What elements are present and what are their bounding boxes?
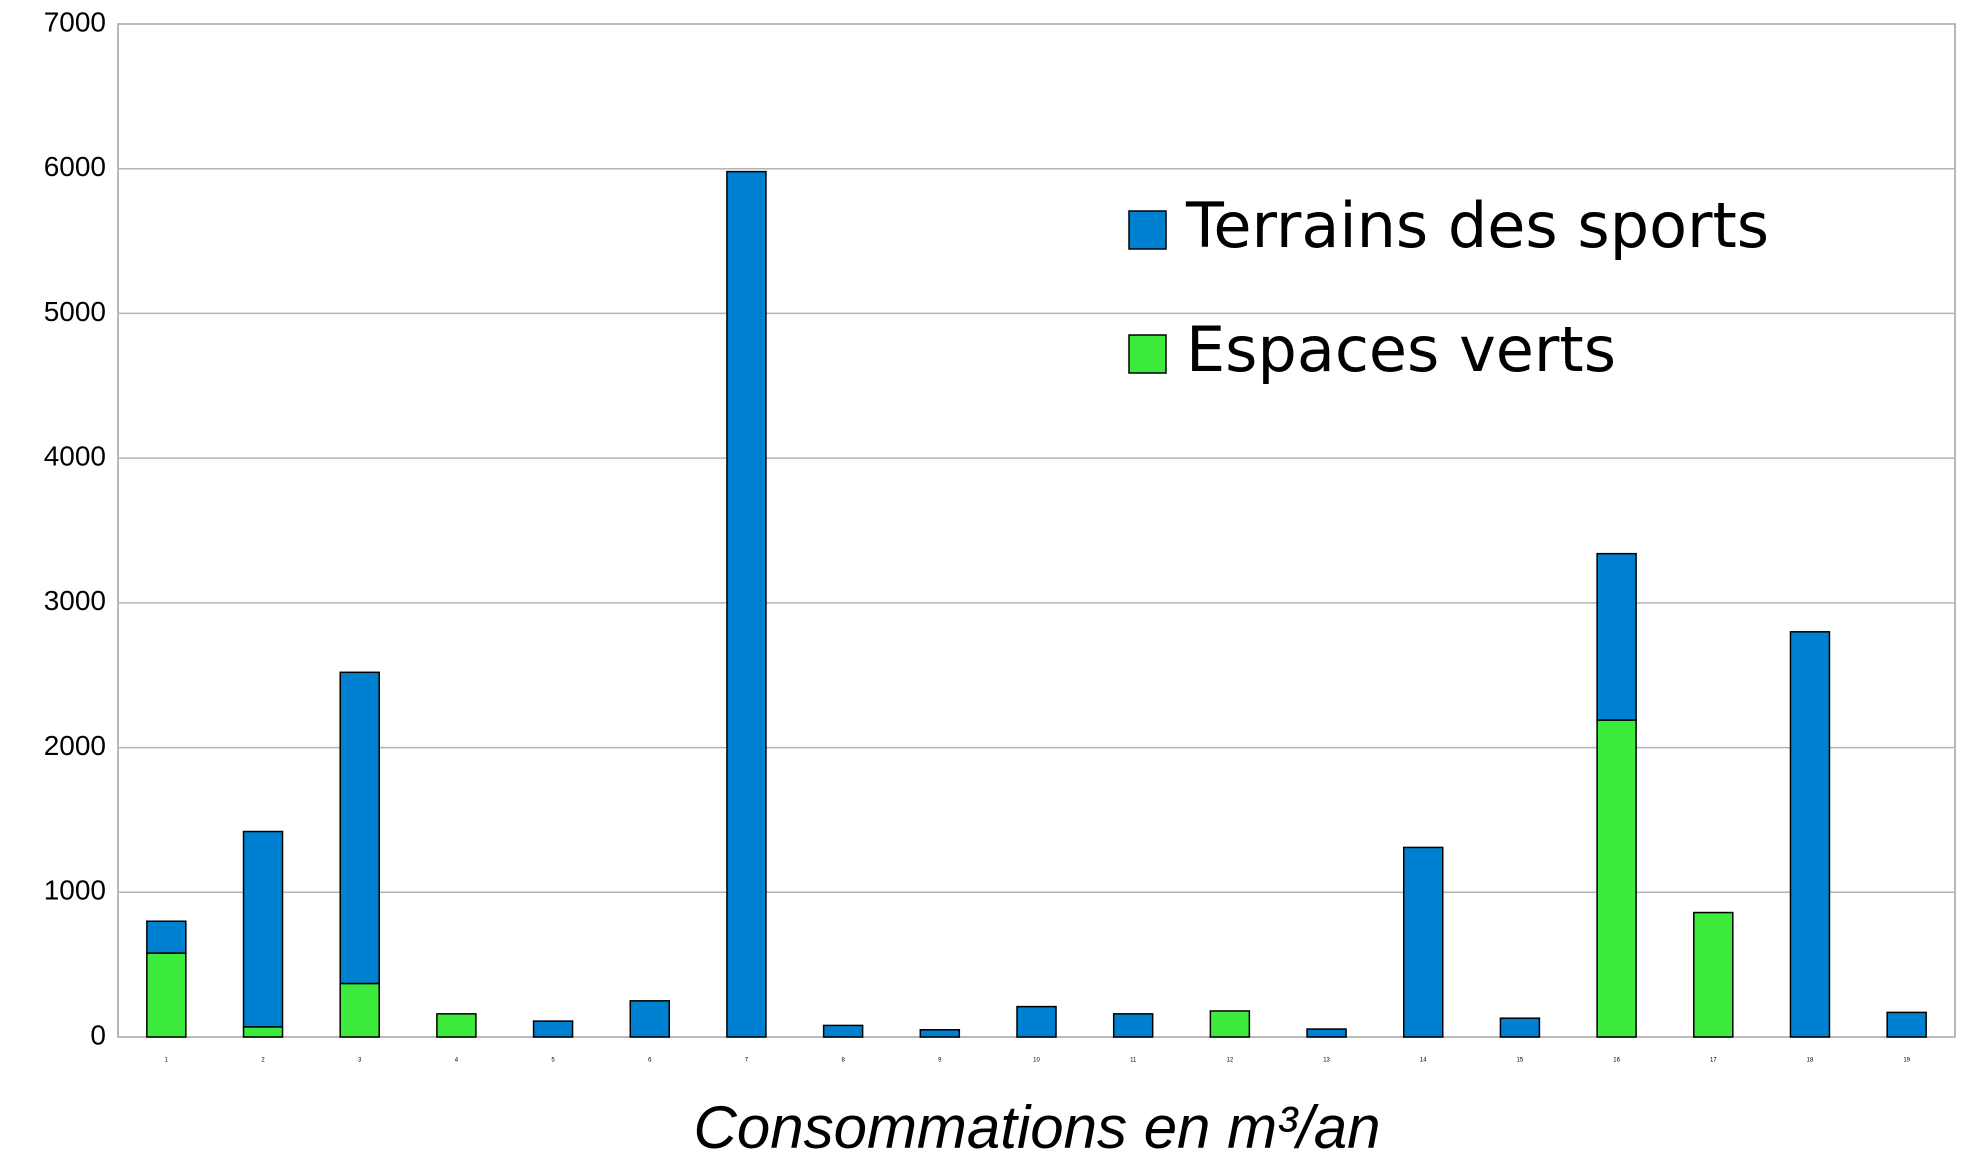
x-tick-label: 11 [1130, 1058, 1137, 1064]
bar-segment [1016, 1005, 1057, 1038]
x-tick-label: 19 [1903, 1058, 1910, 1064]
y-tick-label: 3000 [44, 585, 106, 616]
legend-swatch [1128, 334, 1167, 374]
bar-segment [919, 1029, 961, 1038]
x-tick-label: 17 [1710, 1058, 1717, 1064]
x-tick-label: 13 [1323, 1058, 1330, 1064]
x-tick-label: 6 [648, 1058, 652, 1064]
bar-segment [726, 170, 767, 1038]
x-tick-label: 8 [841, 1058, 845, 1064]
bar-segment [339, 671, 380, 985]
y-tick-label: 7000 [44, 6, 106, 37]
x-tick-label: 4 [455, 1058, 459, 1064]
bar-segment [242, 830, 284, 1028]
bar-segment [1693, 911, 1734, 1038]
bar-segment [1499, 1017, 1541, 1038]
x-tick-label: 14 [1420, 1058, 1427, 1064]
x-tick-label: 2 [261, 1058, 265, 1064]
x-axis-title: Consommations en m³/an [694, 1094, 1381, 1157]
legend-label: Terrains des sports [1185, 189, 1769, 262]
bar-segment [339, 982, 380, 1038]
bar-segment [146, 920, 187, 954]
bar-segment [1596, 719, 1637, 1038]
bar-segment [532, 1020, 574, 1038]
legend-label: Espaces verts [1186, 313, 1616, 386]
x-tick-label: 3 [358, 1058, 362, 1064]
bar-segment [436, 1013, 477, 1038]
x-tick-label: 16 [1613, 1058, 1620, 1064]
bar-segment [1209, 1010, 1251, 1038]
x-tick-label: 5 [551, 1058, 555, 1064]
y-tick-label: 4000 [44, 441, 106, 472]
x-tick-label: 7 [745, 1058, 749, 1064]
bar-segment [822, 1024, 864, 1038]
bar-segment [1596, 552, 1637, 721]
x-tick-label: 12 [1227, 1058, 1234, 1064]
bar-segment [1789, 631, 1831, 1038]
x-tick-label: 10 [1033, 1058, 1040, 1064]
y-tick-label: 1000 [44, 875, 106, 906]
bar-segment [1306, 1028, 1347, 1038]
y-tick-label: 2000 [44, 730, 106, 761]
x-tick-label: 9 [938, 1058, 942, 1064]
bar-segment [146, 952, 187, 1038]
y-tick-label: 0 [90, 1019, 106, 1050]
x-tick-label: 18 [1807, 1058, 1814, 1064]
y-tick-label: 5000 [44, 296, 106, 327]
x-tick-label: 1 [165, 1058, 169, 1064]
bar-segment [1112, 1013, 1154, 1038]
legend-swatch [1128, 210, 1167, 250]
x-tick-label: 15 [1517, 1058, 1524, 1064]
bar-segment [242, 1026, 284, 1038]
y-tick-label: 6000 [44, 151, 106, 182]
bar-segment [1886, 1011, 1927, 1038]
bar-segment [629, 1000, 671, 1038]
plot-area [117, 23, 1956, 1038]
bar-segment [1402, 846, 1444, 1038]
